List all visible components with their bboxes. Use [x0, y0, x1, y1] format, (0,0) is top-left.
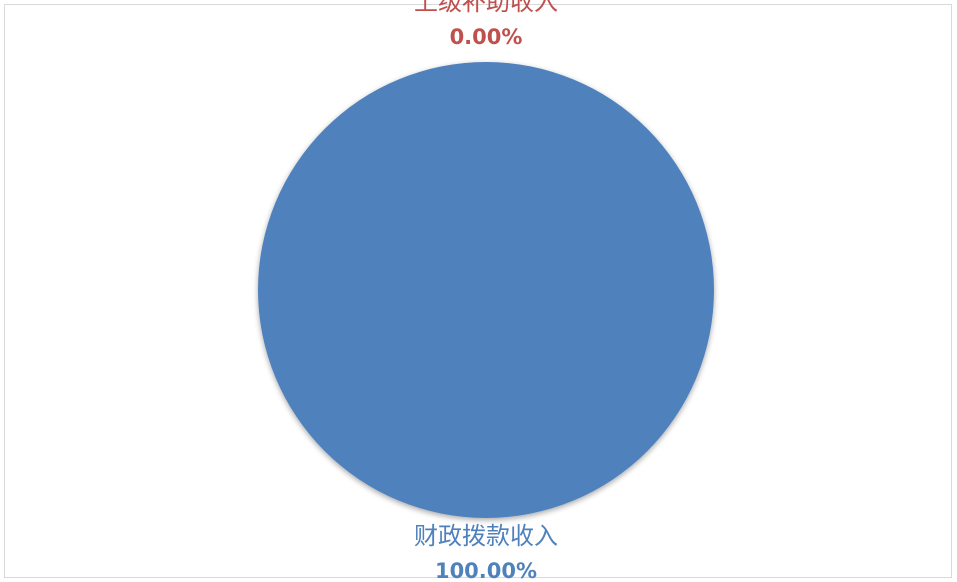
pie-slices: [258, 62, 714, 518]
slice-percent-label-2: 100.00%: [435, 559, 537, 582]
slice-category-label-2: 财政拨款收入: [414, 522, 558, 550]
pie-slice-2: [258, 62, 714, 518]
pie-labels: 上级补助收入 0.00% 财政拨款收入 100.00%: [414, 0, 558, 582]
slice-category-label-1: 上级补助收入: [414, 0, 558, 16]
slice-percent-label-1: 0.00%: [450, 25, 523, 49]
